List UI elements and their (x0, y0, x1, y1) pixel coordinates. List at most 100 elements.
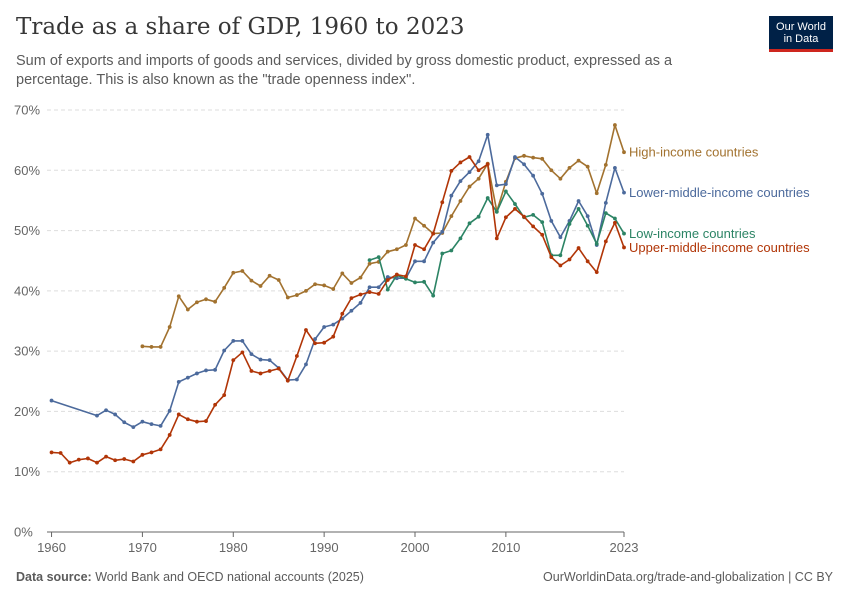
data-point[interactable] (76, 457, 81, 462)
data-point[interactable] (567, 257, 572, 262)
data-point[interactable] (522, 153, 526, 158)
data-point[interactable] (585, 214, 590, 219)
data-point[interactable] (458, 160, 463, 165)
data-point[interactable] (322, 325, 327, 329)
data-point[interactable] (240, 338, 245, 343)
data-point[interactable] (113, 458, 118, 463)
data-point[interactable] (131, 425, 136, 430)
data-point[interactable] (49, 450, 54, 455)
data-point[interactable] (313, 282, 317, 287)
data-point[interactable] (149, 422, 154, 426)
data-point[interactable] (531, 212, 536, 217)
data-point[interactable] (376, 255, 381, 259)
data-point[interactable] (131, 459, 136, 464)
data-point[interactable] (167, 408, 172, 413)
data-point[interactable] (567, 165, 572, 170)
data-point[interactable] (267, 273, 272, 278)
data-point[interactable] (358, 292, 363, 297)
data-point[interactable] (585, 259, 590, 264)
data-point[interactable] (558, 176, 563, 181)
data-point[interactable] (485, 196, 490, 200)
owid-logo[interactable]: Our World in Data (769, 16, 833, 52)
data-point[interactable] (594, 270, 599, 275)
data-point[interactable] (322, 283, 327, 288)
data-point[interactable] (67, 460, 72, 465)
data-point[interactable] (513, 202, 517, 206)
data-point[interactable] (167, 325, 172, 329)
data-point[interactable] (476, 214, 481, 219)
data-point[interactable] (349, 281, 354, 285)
data-point[interactable] (204, 419, 208, 423)
data-point[interactable] (404, 274, 408, 279)
data-point[interactable] (222, 393, 227, 398)
data-point[interactable] (522, 214, 526, 219)
data-point[interactable] (385, 249, 390, 254)
data-point[interactable] (258, 371, 263, 376)
data-point[interactable] (195, 371, 199, 376)
data-point[interactable] (258, 284, 263, 288)
series-line[interactable] (142, 124, 625, 348)
data-point[interactable] (503, 215, 508, 220)
data-point[interactable] (576, 199, 581, 203)
data-point[interactable] (276, 278, 281, 282)
data-point[interactable] (585, 164, 590, 169)
data-point[interactable] (413, 280, 417, 285)
data-point[interactable] (313, 337, 317, 341)
data-point[interactable] (594, 191, 599, 196)
data-point[interactable] (531, 224, 536, 229)
data-point[interactable] (449, 214, 454, 219)
data-point[interactable] (267, 358, 272, 363)
data-point[interactable] (140, 344, 145, 349)
data-point[interactable] (249, 278, 254, 283)
data-point[interactable] (185, 417, 190, 422)
data-point[interactable] (231, 270, 236, 275)
series-line[interactable] (51, 133, 625, 428)
data-point[interactable] (458, 236, 463, 241)
data-point[interactable] (603, 200, 608, 205)
data-point[interactable] (549, 255, 554, 259)
data-point[interactable] (376, 285, 381, 290)
data-point[interactable] (367, 261, 372, 266)
data-point[interactable] (158, 447, 163, 452)
data-point[interactable] (213, 402, 218, 407)
data-point[interactable] (394, 247, 399, 252)
data-point[interactable] (85, 456, 90, 461)
data-point[interactable] (176, 412, 181, 417)
data-point[interactable] (113, 412, 118, 417)
data-point[interactable] (449, 248, 454, 253)
data-point[interactable] (122, 420, 127, 425)
data-point[interactable] (231, 358, 236, 363)
data-point[interactable] (494, 183, 499, 188)
data-point[interactable] (204, 297, 208, 302)
data-point[interactable] (385, 278, 390, 282)
data-point[interactable] (385, 287, 390, 292)
data-point[interactable] (294, 293, 299, 297)
data-point[interactable] (494, 236, 499, 241)
data-point[interactable] (304, 362, 308, 367)
data-point[interactable] (294, 377, 299, 382)
data-point[interactable] (204, 368, 208, 373)
data-point[interactable] (176, 379, 181, 384)
data-point[interactable] (431, 231, 436, 236)
data-point[interactable] (549, 168, 554, 173)
data-point[interactable] (158, 423, 163, 428)
data-point[interactable] (513, 206, 517, 211)
data-point[interactable] (358, 301, 363, 305)
data-point[interactable] (540, 232, 545, 237)
data-point[interactable] (549, 219, 554, 223)
data-point[interactable] (613, 165, 617, 170)
data-point[interactable] (349, 296, 354, 300)
data-point[interactable] (267, 369, 272, 373)
data-point[interactable] (585, 223, 590, 228)
data-point[interactable] (467, 155, 472, 159)
data-point[interactable] (185, 375, 190, 380)
series-high-income-countries[interactable] (140, 123, 626, 349)
data-point[interactable] (422, 247, 426, 252)
data-point[interactable] (576, 158, 581, 163)
data-point[interactable] (240, 350, 245, 355)
data-point[interactable] (104, 454, 108, 459)
data-point[interactable] (195, 300, 199, 305)
data-point[interactable] (249, 369, 254, 373)
data-point[interactable] (258, 357, 263, 362)
data-point[interactable] (613, 123, 617, 127)
